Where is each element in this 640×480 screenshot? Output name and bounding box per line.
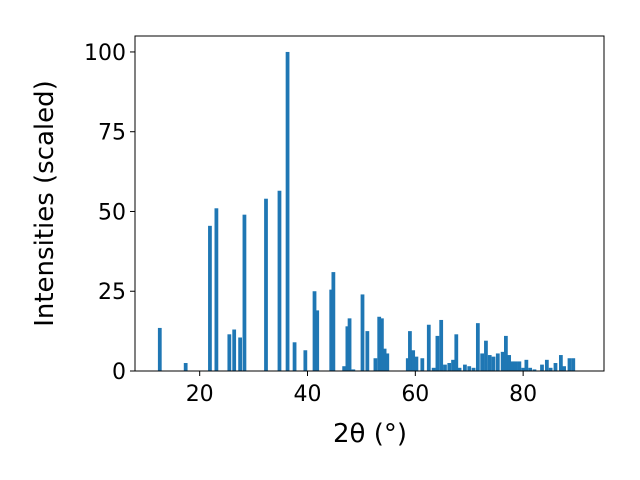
bar [532,369,537,371]
bar [495,353,500,371]
x-tick-label: 60 [401,382,429,407]
bar [558,355,563,371]
bar [331,272,336,371]
bar [471,367,476,371]
bar [467,366,472,371]
x-tick-label: 40 [294,382,322,407]
bar [439,319,444,371]
bar [510,361,515,371]
y-tick-label: 0 [112,360,126,385]
bar [227,334,232,371]
bar [264,198,268,371]
x-axis: 20 40 60 80 [186,371,537,407]
bar [571,358,576,371]
x-tick-label: 20 [186,382,214,407]
plot-frame [134,35,605,372]
bar [380,318,384,371]
bar [414,356,419,371]
bar [513,361,518,371]
bar [443,364,447,371]
bar [342,366,347,371]
bar [447,363,452,371]
bar [500,351,505,371]
bar [238,337,242,371]
x-axis-label: 2θ (°) [333,419,407,449]
y-tick-label: 75 [98,121,126,146]
bar [435,335,440,371]
bar [544,359,549,371]
bar [351,369,356,371]
bar [484,340,488,371]
bar [548,367,553,371]
bar [345,326,350,371]
y-tick-label: 25 [98,280,126,305]
bar [214,208,219,371]
bar [487,355,492,371]
bar [463,364,467,371]
y-tick-label: 100 [84,41,126,66]
bar [475,323,480,371]
bar [480,353,485,371]
bar [365,331,370,371]
bar [208,225,212,371]
bar [405,358,410,371]
bar [521,367,526,371]
bar [567,358,572,371]
bar [517,361,522,371]
bar [277,190,282,371]
bar [377,316,382,371]
bar [232,329,237,371]
bar [385,353,390,371]
bar [528,367,533,371]
bar [285,51,290,371]
bar [562,366,566,371]
bar-series [157,51,576,371]
x-tick-label: 80 [509,382,537,407]
bar [451,359,455,371]
bar [524,359,529,371]
bar [382,348,387,371]
bar [411,350,416,371]
bar [360,294,365,371]
bar [329,289,334,371]
bar [426,324,431,371]
bar [315,310,320,371]
y-tick-label: 50 [98,200,126,225]
bar [292,342,297,371]
bar [303,350,308,371]
bar [491,356,496,371]
bar [540,364,544,371]
bar [347,318,352,371]
bar [420,358,425,371]
bar [408,331,412,371]
bar [373,358,378,371]
bar [312,291,317,371]
bar [454,334,459,371]
y-axis: 0 25 50 75 100 [84,41,135,385]
bar [457,367,462,371]
bar [553,363,558,371]
bar [431,367,436,371]
bar [507,355,512,371]
bar [504,335,508,371]
bar [157,327,162,371]
bar [242,214,247,371]
y-axis-label: Intensities (scaled) [30,80,60,327]
bar [183,363,188,371]
